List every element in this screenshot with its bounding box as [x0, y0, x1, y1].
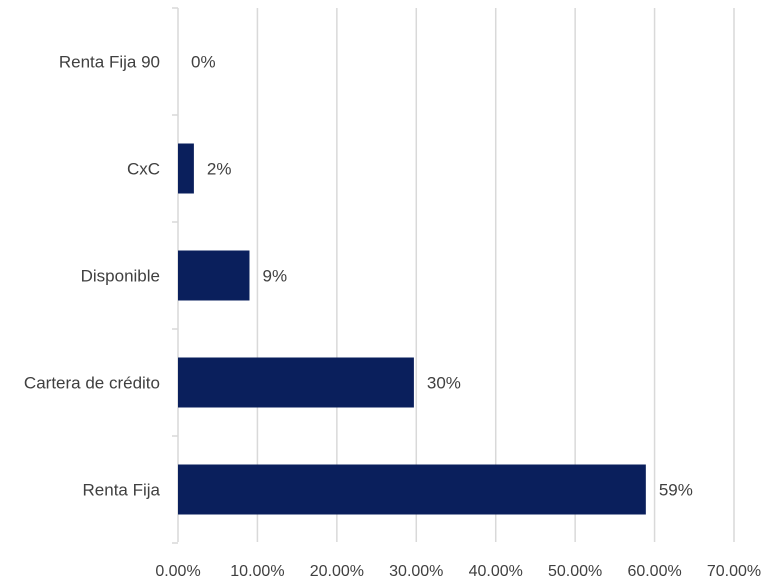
x-tick-label: 70.00% [707, 563, 761, 580]
data-label: 9% [262, 267, 287, 286]
data-labels: 0% 2% 9% 30% 59% [191, 53, 693, 500]
bar [178, 357, 414, 408]
bar [178, 250, 250, 301]
x-tick-label: 30.00% [389, 563, 443, 580]
data-label: 0% [191, 53, 216, 72]
x-tick-label: 60.00% [627, 563, 681, 580]
data-label: 2% [207, 160, 232, 179]
bar [178, 143, 194, 194]
category-label: CxC [127, 160, 160, 179]
grid-lines [256, 8, 735, 542]
x-tick-label: 50.00% [548, 563, 602, 580]
category-axis [172, 7, 179, 544]
category-label: Renta Fija 90 [59, 53, 160, 72]
x-tick-label: 0.00% [155, 563, 200, 580]
category-labels: Renta Fija 90 CxC Disponible Cartera de cré… [24, 53, 161, 500]
x-tick-label: 40.00% [469, 563, 523, 580]
bars [178, 143, 646, 515]
x-tick-label: 20.00% [310, 563, 364, 580]
data-label: 59% [659, 481, 693, 500]
category-label: Disponible [81, 267, 160, 286]
data-label: 30% [427, 374, 461, 393]
category-label: Renta Fija [83, 481, 161, 500]
category-label: Cartera de crédito [24, 374, 160, 393]
x-tick-label: 10.00% [230, 563, 284, 580]
x-tick-labels: 0.00% 10.00% 20.00% 30.00% 40.00% 50.00% 60.00… [155, 563, 761, 580]
bar [178, 464, 646, 515]
